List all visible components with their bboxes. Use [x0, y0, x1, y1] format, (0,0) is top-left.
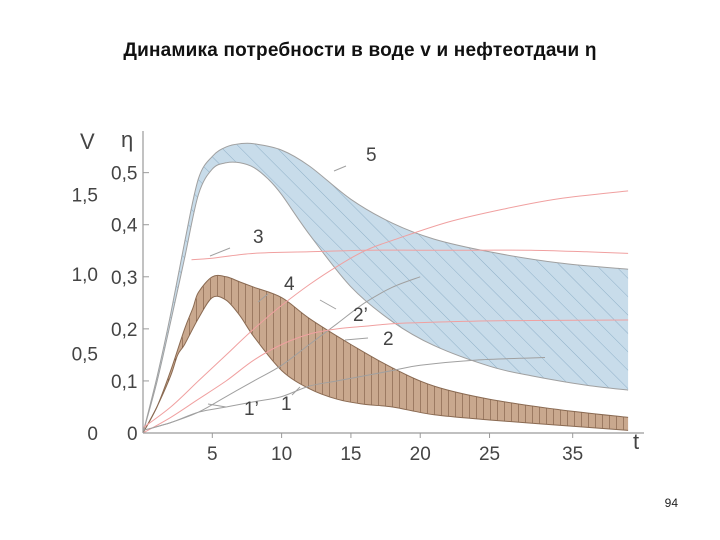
y-right-tick-label: 0,1	[111, 372, 137, 393]
x-axis-title: t	[633, 429, 639, 454]
annotation-leader-line	[344, 337, 369, 341]
series-5-upper-line	[142, 142, 629, 434]
y-right-tick-label: 0,3	[111, 268, 137, 289]
y-right-tick-label: 0,2	[111, 320, 137, 341]
curve-label-4: 4	[284, 274, 295, 295]
y-left-tick-label: 1,0	[72, 265, 98, 286]
annotation-leader-line	[319, 299, 337, 310]
series-line-4	[142, 319, 629, 434]
series-1-lower-line	[142, 295, 629, 434]
y-left-tick-label: 0,5	[72, 345, 98, 366]
series-line-5	[142, 357, 546, 431]
series-1-upper-line	[142, 274, 629, 434]
annotation-leader-line	[291, 386, 301, 396]
y-right-tick-label: 0,5	[111, 164, 137, 185]
series-line-1	[142, 190, 629, 429]
x-tick-label: 35	[562, 444, 583, 465]
y-right-axis-title: η	[121, 127, 133, 152]
annotation-leader-line	[257, 293, 269, 303]
chart-title: Динамика потребности в воде v и нефтеотд…	[123, 40, 597, 61]
x-tick-label: 20	[410, 444, 431, 465]
annotation-leader-line	[333, 165, 347, 172]
curve-label-3: 3	[253, 227, 264, 248]
x-tick-label: 5	[207, 444, 218, 465]
y-left-tick-label: 1,5	[72, 186, 98, 207]
y-left-tick-label: 0	[87, 424, 98, 445]
curve-label-2: 2	[383, 329, 394, 350]
annotation-leader-line	[207, 403, 227, 408]
series-5-lower-line	[142, 161, 629, 434]
page-number: 94	[664, 496, 678, 510]
curve-label-5: 5	[366, 145, 377, 166]
curve-label-1: 1	[281, 394, 292, 415]
oil-recovery-band	[143, 275, 629, 433]
x-tick-label: 10	[271, 444, 292, 465]
x-tick-label: 15	[340, 444, 361, 465]
x-tick-label: 25	[479, 444, 500, 465]
series-line-3	[191, 249, 629, 261]
y-left-axis-title: V	[80, 129, 95, 154]
series-line-2	[142, 276, 421, 431]
curve-label-1-prime: 1’	[244, 399, 259, 420]
y-right-tick-label: 0	[127, 424, 138, 445]
water-demand-band	[143, 143, 629, 433]
y-right-tick-label: 0,4	[111, 216, 138, 237]
annotation-leader-line	[209, 247, 231, 257]
curve-label-2-prime: 2’	[353, 305, 368, 326]
